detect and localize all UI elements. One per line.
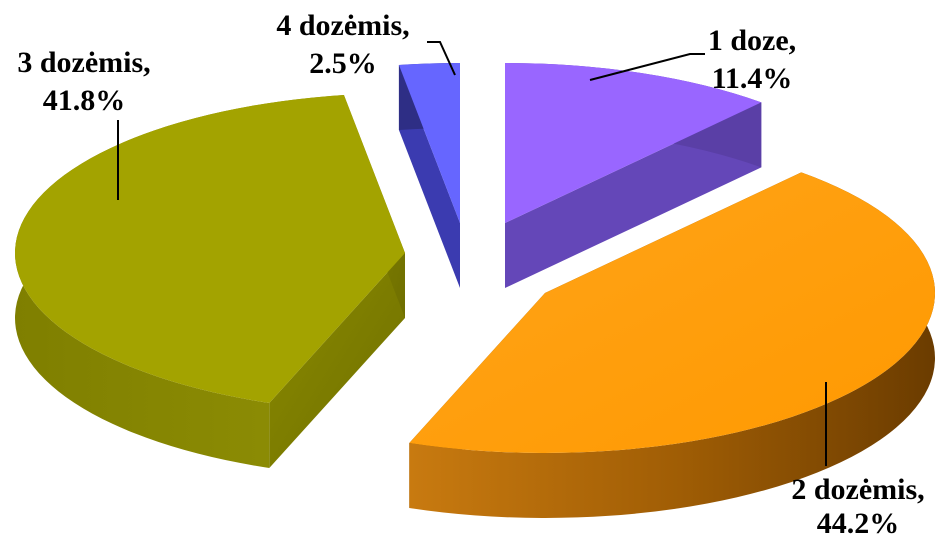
pie-slice-1 [505,63,762,288]
pie-slice-4 [398,63,460,288]
pie-slice-3 [15,94,405,469]
slice-value-label-4: 2.5% [309,47,377,80]
leader-line-1 [589,53,705,81]
leader-line-4 [427,41,456,76]
slice-value-label-1: 11.4% [712,62,793,95]
slice-value-label-3: 41.8% [43,84,126,117]
slice-label-3: 3 dozėmis, [17,46,150,79]
slice-label-4: 4 dozėmis, [276,9,409,42]
slice-label-2: 2 dozėmis, [791,473,924,506]
slice-label-1: 1 doze, [708,24,796,57]
pie-slice-2 [409,172,936,518]
slice-value-label-2: 44.2% [817,507,900,539]
